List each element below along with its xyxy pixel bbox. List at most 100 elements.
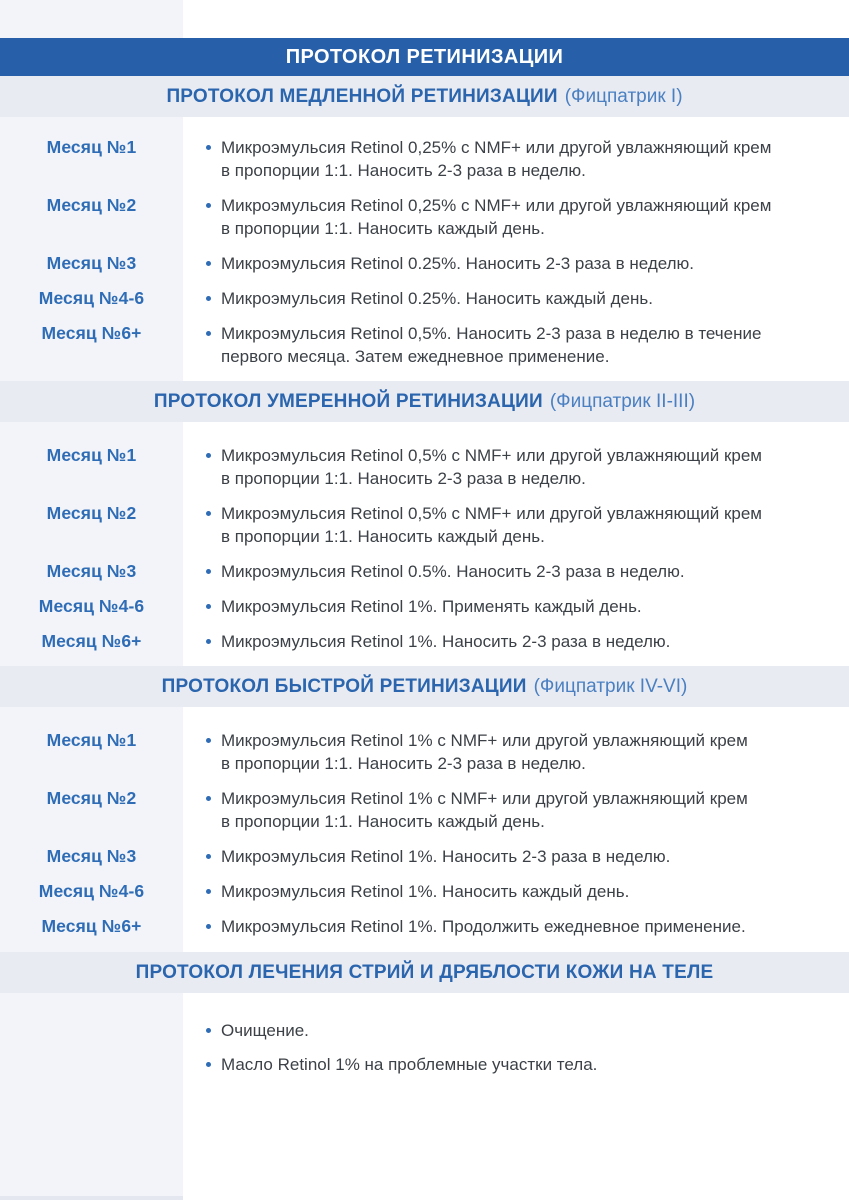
table-row: Месяц №2 Микроэмульсия Retinol 1% с NMF+…	[0, 787, 849, 833]
row-content: Микроэмульсия Retinol 0,5% с NMF+ или др…	[183, 502, 849, 548]
bullet-item: Микроэмульсия Retinol 0.25%. Наносить ка…	[206, 287, 813, 310]
bullet-dot-icon	[206, 1062, 211, 1067]
table-row: Месяц №2 Микроэмульсия Retinol 0,5% с NM…	[0, 502, 849, 548]
bullet-text: Микроэмульсия Retinol 1%. Наносить 2-3 р…	[221, 847, 671, 866]
final-bullet-list: Очищение. Масло Retinol 1% на проблемные…	[0, 993, 849, 1076]
bullet-dot-icon	[206, 511, 211, 516]
bullet-dot-icon	[206, 1028, 211, 1033]
bullet-item: Микроэмульсия Retinol 1%. Продолжить еже…	[206, 915, 813, 938]
section-subtitle: (Фицпатрик I)	[564, 85, 683, 107]
section-subtitle: (Фицпатрик IV-VI)	[533, 675, 688, 697]
bullet-text: Микроэмульсия Retinol 1%. Наносить 2-3 р…	[221, 632, 671, 651]
section-title: ПРОТОКОЛ БЫСТРОЙ РЕТИНИЗАЦИИ	[161, 675, 527, 697]
document-title-bar: ПРОТОКОЛ РЕТИНИЗАЦИИ	[0, 38, 849, 76]
bullet-item: Масло Retinol 1% на проблемные участки т…	[206, 1053, 849, 1076]
bullet-dot-icon	[206, 261, 211, 266]
section-rows: Месяц №1 Микроэмульсия Retinol 0,25% с N…	[0, 117, 849, 368]
bullet-item: Очищение.	[206, 1019, 849, 1042]
table-row: Месяц №4-6 Микроэмульсия Retinol 1%. Нан…	[0, 880, 849, 903]
bullet-text: Микроэмульсия Retinol 0,5%. Наносить 2-3…	[221, 324, 762, 366]
document-title: ПРОТОКОЛ РЕТИНИЗАЦИИ	[285, 45, 564, 68]
bullet-text: Микроэмульсия Retinol 0.5%. Наносить 2-3…	[221, 562, 685, 581]
bullet-item: Микроэмульсия Retinol 0,25% с NMF+ или д…	[206, 136, 813, 182]
row-content: Микроэмульсия Retinol 1%. Наносить 2-3 р…	[183, 845, 849, 868]
section-header-slow-retinization: ПРОТОКОЛ МЕДЛЕННОЙ РЕТИНИЗАЦИИ (Фицпатри…	[0, 76, 849, 117]
row-content: Микроэмульсия Retinol 0.25%. Наносить ка…	[183, 287, 849, 310]
row-content: Микроэмульсия Retinol 0,5%. Наносить 2-3…	[183, 322, 849, 368]
section-rows: Месяц №1 Микроэмульсия Retinol 1% с NMF+…	[0, 707, 849, 938]
month-label: Месяц №3	[46, 561, 137, 581]
row-content: Микроэмульсия Retinol 1%. Наносить 2-3 р…	[183, 630, 849, 653]
month-label: Месяц №1	[46, 730, 137, 750]
table-row: Месяц №6+ Микроэмульсия Retinol 1%. Нано…	[0, 630, 849, 653]
bullet-text: Микроэмульсия Retinol 1% с NMF+ или друг…	[221, 789, 748, 831]
row-content: Микроэмульсия Retinol 0,25% с NMF+ или д…	[183, 194, 849, 240]
bullet-dot-icon	[206, 854, 211, 859]
month-label: Месяц №2	[46, 195, 137, 215]
left-column-band	[0, 0, 183, 1200]
row-content: Микроэмульсия Retinol 0.5%. Наносить 2-3…	[183, 560, 849, 583]
bullet-text: Микроэмульсия Retinol 0.25%. Наносить 2-…	[221, 254, 695, 273]
top-spacer	[0, 0, 849, 38]
section-header-body-stretch-marks: ПРОТОКОЛ ЛЕЧЕНИЯ СТРИЙ И ДРЯБЛОСТИ КОЖИ …	[0, 952, 849, 993]
bullet-dot-icon	[206, 453, 211, 458]
table-row: Месяц №3 Микроэмульсия Retinol 0.25%. На…	[0, 252, 849, 275]
section-title: ПРОТОКОЛ МЕДЛЕННОЙ РЕТИНИЗАЦИИ	[166, 85, 558, 107]
table-row: Месяц №6+ Микроэмульсия Retinol 1%. Прод…	[0, 915, 849, 938]
table-row: Месяц №1 Микроэмульсия Retinol 0,5% с NM…	[0, 444, 849, 490]
row-content: Микроэмульсия Retinol 1%. Применять кажд…	[183, 595, 849, 618]
bullet-dot-icon	[206, 569, 211, 574]
month-label: Месяц №6+	[41, 916, 142, 936]
bullet-item: Микроэмульсия Retinol 0,5% с NMF+ или др…	[206, 502, 813, 548]
bullet-item: Микроэмульсия Retinol 0,25% с NMF+ или д…	[206, 194, 813, 240]
month-label: Месяц №4-6	[38, 881, 145, 901]
bullet-item: Микроэмульсия Retinol 0,5% с NMF+ или др…	[206, 444, 813, 490]
month-label: Месяц №1	[46, 137, 137, 157]
month-label: Месяц №2	[46, 788, 137, 808]
table-row: Месяц №2 Микроэмульсия Retinol 0,25% с N…	[0, 194, 849, 240]
table-row: Месяц №3 Микроэмульсия Retinol 1%. Нанос…	[0, 845, 849, 868]
bullet-item: Микроэмульсия Retinol 1%. Наносить 2-3 р…	[206, 630, 813, 653]
bullet-item: Микроэмульсия Retinol 1%. Применять кажд…	[206, 595, 813, 618]
section-subtitle: (Фицпатрик II-III)	[549, 390, 696, 412]
table-row: Месяц №1 Микроэмульсия Retinol 1% с NMF+…	[0, 729, 849, 775]
month-label: Месяц №4-6	[38, 288, 145, 308]
section-header-moderate-retinization: ПРОТОКОЛ УМЕРЕННОЙ РЕТИНИЗАЦИИ (Фицпатри…	[0, 381, 849, 422]
month-label: Месяц №1	[46, 445, 137, 465]
bullet-item: Микроэмульсия Retinol 1% с NMF+ или друг…	[206, 729, 813, 775]
bullet-item: Микроэмульсия Retinol 1%. Наносить кажды…	[206, 880, 813, 903]
bullet-item: Микроэмульсия Retinol 1%. Наносить 2-3 р…	[206, 845, 813, 868]
bullet-dot-icon	[206, 738, 211, 743]
month-label: Месяц №6+	[41, 323, 142, 343]
table-row: Месяц №1 Микроэмульсия Retinol 0,25% с N…	[0, 136, 849, 182]
section-header-fast-retinization: ПРОТОКОЛ БЫСТРОЙ РЕТИНИЗАЦИИ (Фицпатрик …	[0, 666, 849, 707]
document-content: ПРОТОКОЛ РЕТИНИЗАЦИИ ПРОТОКОЛ МЕДЛЕННОЙ …	[0, 0, 849, 1076]
bullet-dot-icon	[206, 203, 211, 208]
bullet-dot-icon	[206, 639, 211, 644]
bullet-text: Микроэмульсия Retinol 0,25% с NMF+ или д…	[221, 196, 772, 238]
bullet-text: Микроэмульсия Retinol 0,5% с NMF+ или др…	[221, 504, 762, 546]
month-label: Месяц №3	[46, 846, 137, 866]
bullet-text: Масло Retinol 1% на проблемные участки т…	[221, 1055, 598, 1074]
bullet-text: Очищение.	[221, 1021, 309, 1040]
row-content: Микроэмульсия Retinol 1%. Наносить кажды…	[183, 880, 849, 903]
section-title: ПРОТОКОЛ УМЕРЕННОЙ РЕТИНИЗАЦИИ	[153, 390, 543, 412]
bullet-text: Микроэмульсия Retinol 0,25% с NMF+ или д…	[221, 138, 772, 180]
bullet-dot-icon	[206, 889, 211, 894]
row-content: Микроэмульсия Retinol 0.25%. Наносить 2-…	[183, 252, 849, 275]
bullet-dot-icon	[206, 796, 211, 801]
bullet-text: Микроэмульсия Retinol 1%. Продолжить еже…	[221, 917, 746, 936]
bullet-dot-icon	[206, 296, 211, 301]
bullet-dot-icon	[206, 331, 211, 336]
bullet-item: Микроэмульсия Retinol 1% с NMF+ или друг…	[206, 787, 813, 833]
bullet-dot-icon	[206, 604, 211, 609]
bullet-text: Микроэмульсия Retinol 1%. Наносить кажды…	[221, 882, 630, 901]
row-content: Микроэмульсия Retinol 0,25% с NMF+ или д…	[183, 136, 849, 182]
month-label: Месяц №2	[46, 503, 137, 523]
row-content: Микроэмульсия Retinol 1%. Продолжить еже…	[183, 915, 849, 938]
table-row: Месяц №4-6 Микроэмульсия Retinol 0.25%. …	[0, 287, 849, 310]
bullet-dot-icon	[206, 924, 211, 929]
row-content: Микроэмульсия Retinol 1% с NMF+ или друг…	[183, 787, 849, 833]
bullet-text: Микроэмульсия Retinol 1% с NMF+ или друг…	[221, 731, 748, 773]
